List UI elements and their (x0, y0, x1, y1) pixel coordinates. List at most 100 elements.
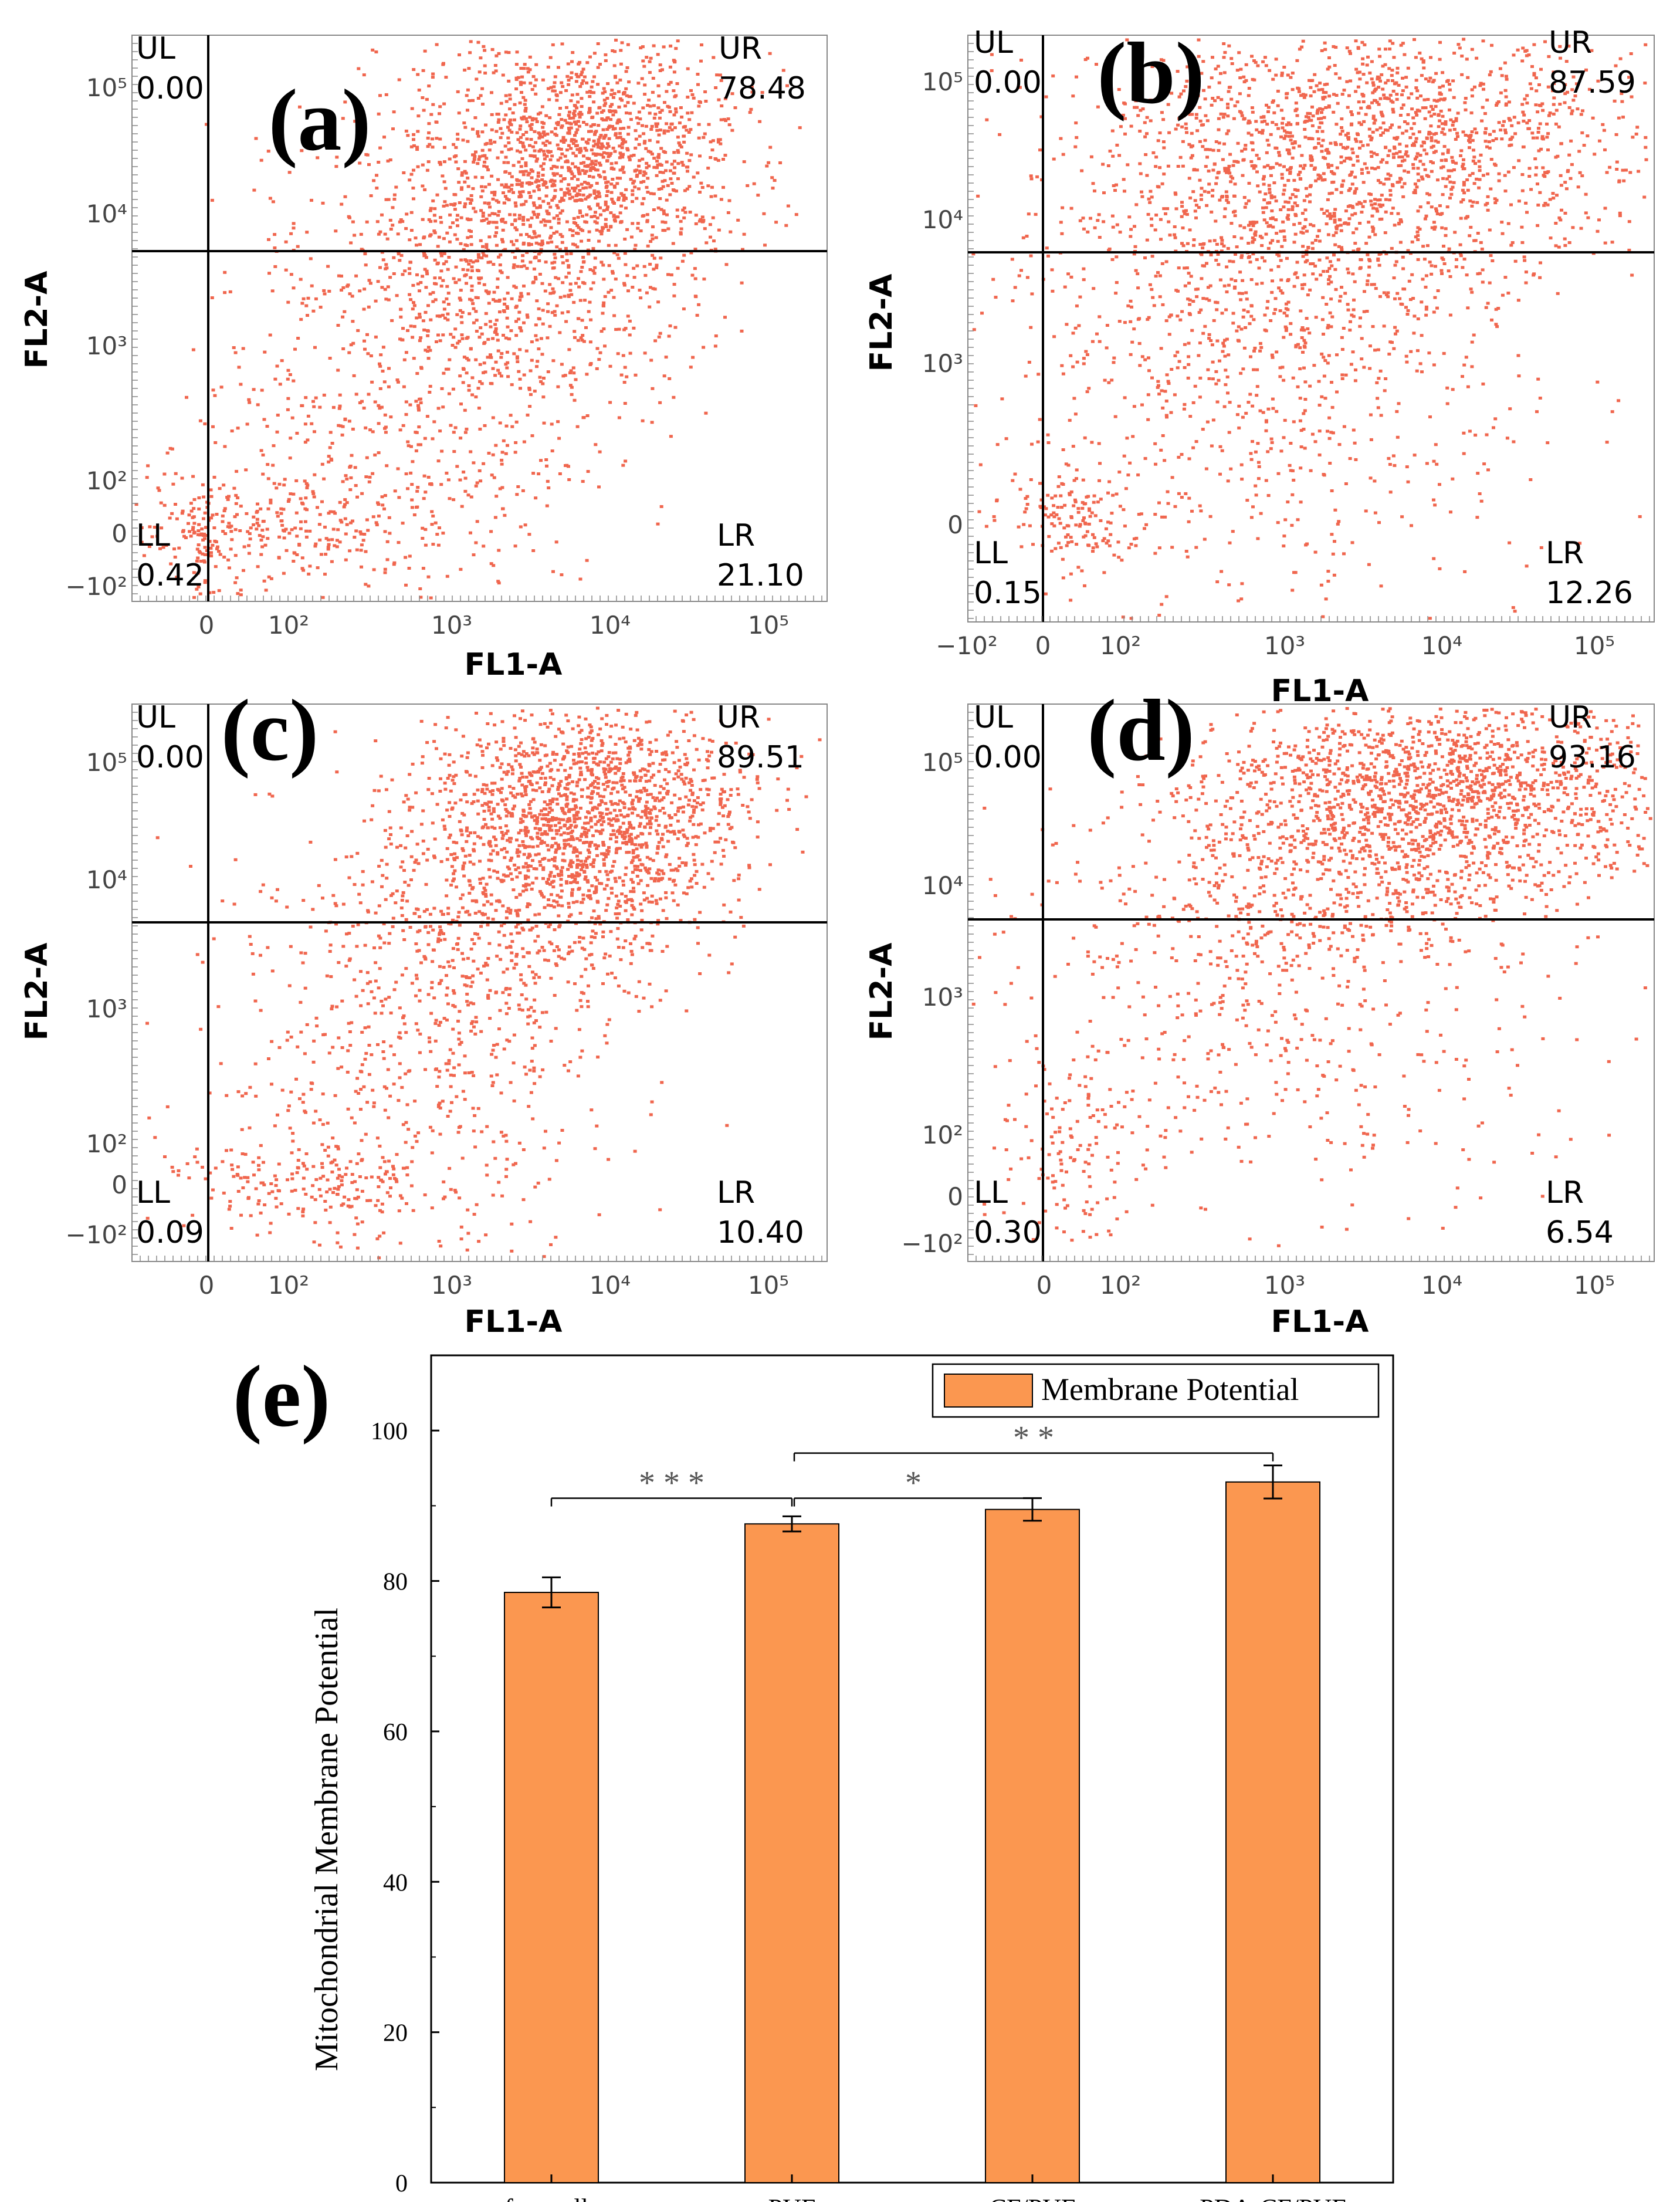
scatter-dot (583, 164, 587, 168)
scatter-dot (446, 478, 451, 482)
scatter-dot (1019, 59, 1023, 62)
scatter-dot (537, 242, 541, 246)
scatter-dot (578, 111, 582, 114)
scatter-dot (622, 381, 626, 384)
scatter-dot (1404, 76, 1408, 79)
scatter-dot (602, 151, 606, 154)
scatter-dot (1397, 180, 1401, 184)
scatter-dot (408, 272, 412, 275)
scatter-dot (1635, 126, 1640, 129)
scatter-dot (618, 144, 622, 148)
scatter-dot (502, 191, 505, 195)
scatter-dot (1404, 129, 1408, 133)
scatter-dot (1530, 65, 1534, 68)
scatter-dot (1644, 136, 1648, 139)
scatter-dot (277, 482, 282, 486)
scatter-dot (1132, 59, 1136, 63)
scatter-dot (626, 101, 630, 104)
scatter-dot (736, 218, 740, 222)
scatter-dot (604, 59, 608, 62)
scatter-dot (378, 230, 382, 234)
scatter-dot (1566, 169, 1570, 172)
scatter-dot (493, 374, 497, 377)
scatter-dot (332, 510, 336, 513)
scatter-dot (652, 268, 656, 271)
scatter-dot (1288, 197, 1292, 200)
scatter-dot (1326, 67, 1330, 71)
scatter-dot (530, 117, 534, 120)
scatter-dot (563, 191, 567, 195)
scatter-dot (438, 339, 442, 343)
scatter-dot (527, 533, 531, 536)
scatter-dot (1413, 314, 1417, 318)
scatter-dot (299, 527, 303, 530)
quadrant-ul-name: UL (136, 31, 175, 66)
scatter-dot (551, 182, 556, 186)
scatter-dot (422, 474, 426, 478)
scatter-dot (1359, 123, 1363, 126)
scatter-dot (292, 492, 296, 496)
scatter-dot (1447, 169, 1451, 172)
scatter-dot (603, 295, 607, 298)
scatter-dot (1238, 270, 1242, 274)
scatter-dot (586, 164, 590, 167)
scatter-dot (466, 336, 470, 339)
scatter-dot (531, 549, 536, 552)
scatter-dot (344, 474, 348, 478)
scatter-dot (500, 462, 504, 466)
scatter-dot (1223, 207, 1227, 211)
scatter-dot (1326, 324, 1330, 327)
scatter-dot (514, 228, 519, 232)
scatter-dot (195, 559, 199, 563)
scatter-dot (1305, 249, 1309, 253)
scatter-dot (1563, 243, 1567, 247)
scatter-dot (412, 357, 416, 360)
scatter-dot (638, 134, 642, 138)
scatter-dot (1401, 103, 1405, 107)
scatter-dot (1363, 290, 1366, 293)
scatter-dot (1305, 252, 1308, 255)
scatter-dot (1285, 216, 1289, 219)
scatter-dot (1214, 182, 1218, 185)
x-tick-label: 10⁴ (590, 611, 631, 640)
scatter-dot (1489, 254, 1493, 257)
scatter-dot (1558, 45, 1562, 48)
scatter-dot (387, 385, 391, 388)
scatter-dot (558, 472, 562, 475)
scatter-dot (1566, 90, 1569, 94)
scatter-dot (1317, 126, 1322, 129)
scatter-dot (1197, 354, 1201, 357)
scatter-dot (605, 194, 609, 197)
scatter-dot (164, 544, 168, 547)
y-tick-label: 10³ (86, 332, 127, 360)
scatter-dot (599, 134, 603, 137)
scatter-dot (550, 178, 554, 182)
scatter-dot (233, 528, 238, 532)
scatter-dot (1188, 95, 1193, 99)
scatter-dot (1329, 141, 1333, 145)
scatter-dot (446, 367, 451, 371)
scatter-dot (494, 221, 499, 224)
scatter-dot (560, 118, 564, 121)
scatter-dot (581, 480, 585, 483)
scatter-dot (488, 261, 492, 264)
scatter-dot (1527, 119, 1532, 122)
scatter-dot (1472, 148, 1475, 152)
scatter-dot (522, 440, 526, 444)
scatter-dot (1451, 79, 1455, 83)
scatter-dot (515, 355, 519, 358)
scatter-dot (287, 532, 292, 535)
scatter-dot (1401, 76, 1404, 80)
scatter-dot (608, 401, 612, 404)
scatter-dot (1432, 228, 1437, 231)
scatter-dot (1496, 100, 1501, 103)
scatter-dot (596, 66, 600, 69)
scatter-dot (506, 361, 510, 364)
scatter-dot (412, 324, 416, 328)
scatter-dot (678, 121, 682, 124)
scatter-dot (619, 192, 624, 195)
scatter-dot (265, 527, 269, 531)
scatter-dot (1398, 297, 1402, 300)
scatter-dot (521, 202, 526, 206)
scatter-dot (1448, 197, 1452, 199)
